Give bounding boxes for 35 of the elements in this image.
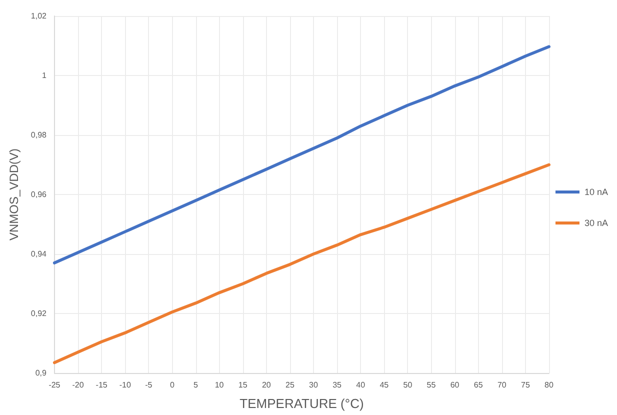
x-tick-label: 70 bbox=[497, 380, 507, 390]
x-tick-label: -20 bbox=[72, 380, 84, 390]
x-tick-label: -15 bbox=[96, 380, 108, 390]
y-tick-label: 1,02 bbox=[30, 12, 48, 20]
x-tick-label: 75 bbox=[521, 380, 530, 390]
x-tick-label: 65 bbox=[474, 380, 484, 390]
x-tick-label: 10 bbox=[214, 380, 224, 390]
x-tick-label: 55 bbox=[426, 380, 436, 390]
x-tick-label: 30 bbox=[309, 380, 319, 390]
x-tick-label: 25 bbox=[286, 380, 295, 390]
x-tick-label: 80 bbox=[544, 380, 554, 390]
x-tick-label: 45 bbox=[380, 380, 390, 390]
y-tick-label: 0,94 bbox=[30, 250, 48, 258]
y-axis-title: VNMOS_VDD(V) bbox=[7, 148, 21, 241]
y-tick-label: 0,98 bbox=[30, 130, 48, 140]
y-tick-label: 0,9 bbox=[35, 368, 48, 378]
y-tick-label: 0,92 bbox=[30, 309, 48, 318]
legend-label: 30 nA bbox=[584, 218, 608, 228]
x-tick-label: 35 bbox=[332, 380, 342, 390]
x-tick-label: 60 bbox=[450, 380, 460, 390]
line-series bbox=[52, 45, 550, 264]
x-tick-label: -5 bbox=[145, 380, 153, 390]
x-tick-label: -10 bbox=[119, 380, 132, 390]
x-axis-title: TEMPERATURE (°C) bbox=[240, 396, 364, 411]
legend-label: 10 nA bbox=[584, 187, 608, 197]
x-tick-label: -25 bbox=[48, 380, 61, 390]
line-series bbox=[52, 163, 550, 364]
x-tick-label: 40 bbox=[356, 380, 366, 390]
x-tick-label: 0 bbox=[170, 380, 175, 390]
x-tick-label: 15 bbox=[238, 380, 248, 390]
y-tick-label: 0,96 bbox=[30, 190, 48, 199]
x-tick-label: 50 bbox=[403, 380, 413, 390]
x-tick-label: 20 bbox=[262, 380, 272, 390]
x-tick-label: 5 bbox=[194, 380, 199, 390]
y-tick-label: 1 bbox=[42, 71, 48, 80]
